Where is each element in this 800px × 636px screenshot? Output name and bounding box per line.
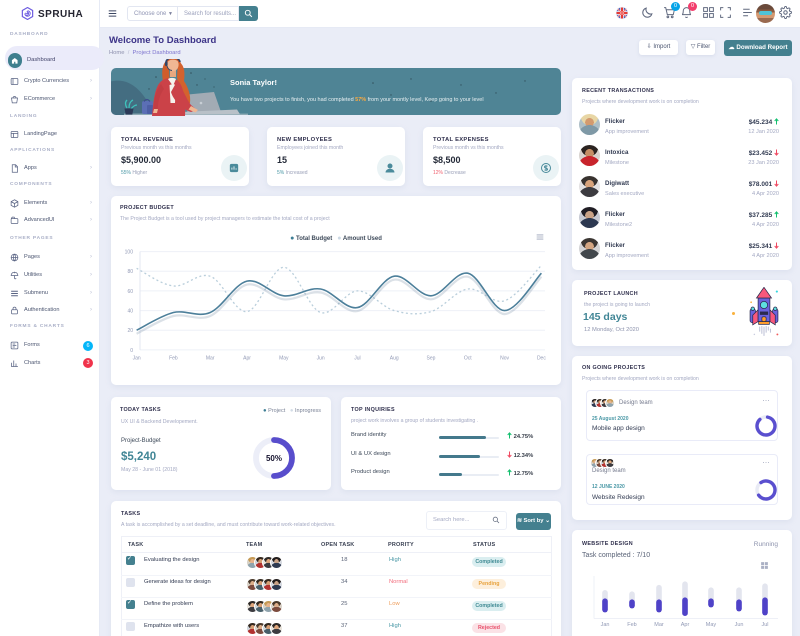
svg-text:Jun: Jun: [317, 356, 325, 362]
svg-text:Apr: Apr: [243, 356, 251, 362]
svg-text:100: 100: [125, 250, 134, 256]
svg-text:60: 60: [127, 289, 133, 295]
svg-text:0: 0: [130, 348, 133, 354]
svg-text:20: 20: [127, 328, 133, 334]
svg-text:50%: 50%: [266, 454, 282, 463]
svg-text:Apr: Apr: [681, 622, 690, 628]
svg-text:Dec: Dec: [537, 356, 546, 362]
svg-text:Jul: Jul: [354, 356, 360, 362]
svg-text:Jun: Jun: [735, 622, 744, 628]
svg-text:Mar: Mar: [206, 356, 215, 362]
svg-text:Aug: Aug: [390, 356, 399, 362]
svg-text:May: May: [279, 356, 289, 362]
svg-text:Jul: Jul: [761, 622, 768, 628]
svg-text:Feb: Feb: [627, 622, 636, 628]
svg-text:80: 80: [127, 269, 133, 275]
svg-text:Nov: Nov: [500, 356, 509, 362]
svg-text:Jan: Jan: [601, 622, 610, 628]
svg-text:Sep: Sep: [427, 356, 436, 362]
svg-text:Mar: Mar: [654, 622, 664, 628]
svg-text:Oct: Oct: [464, 356, 472, 362]
svg-text:May: May: [706, 622, 717, 628]
svg-text:Feb: Feb: [169, 356, 178, 362]
svg-text:Jan: Jan: [133, 356, 141, 362]
svg-text:40: 40: [127, 309, 133, 315]
